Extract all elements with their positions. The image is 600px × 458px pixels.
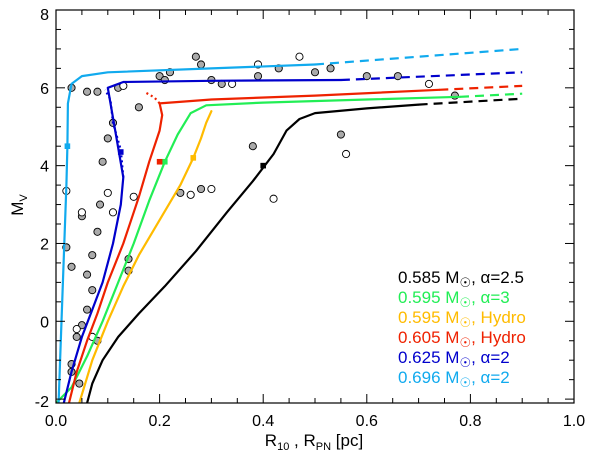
observed-pn-open [342,149,351,159]
observed-pn-filled [93,87,102,96]
legend-param-0595-a3: , α=3 [471,288,510,307]
series-0-solid [85,103,420,403]
y-tick-label: 2 [40,236,49,253]
y-axis-title: MV [8,194,30,216]
legend-entry-0605: 0.605 M☉, Hydro [398,328,526,350]
axis-tick-labels: 0.0 0.2 0.4 0.6 0.8 1.0 -2 0 2 4 6 8 [35,7,585,430]
legend-mass-0595-hydro: 0.595 M [398,308,459,327]
sun-symbol-icon: ☉ [459,275,471,290]
series-5-solid [57,63,317,403]
observed-pn-open [186,190,195,199]
legend-mass-0585: 0.585 M [398,268,459,287]
observed-pn-filled [88,251,97,260]
y-tick-label: 6 [40,81,49,98]
legend-mass-0625: 0.625 M [398,348,459,367]
sun-symbol-icon: ☉ [459,375,471,390]
track-markers [64,143,266,169]
legend-param-0605: , Hydro [471,328,526,347]
series-5-marker [64,143,71,149]
sun-symbol-icon: ☉ [459,335,471,350]
observed-pn-filled [134,103,143,112]
legend-mass-0696: 0.696 M [398,368,459,387]
x-tick-label: 0.6 [356,413,378,430]
observed-pn-filled [253,72,263,81]
observed-pn-filled [336,130,345,139]
observed-pn-filled [326,64,335,73]
observed-pn-filled [95,200,105,209]
y-tick-label: 4 [40,159,49,176]
series-2-solid [78,110,213,403]
series-1-solid [56,95,462,403]
observed-pn-filled [83,270,92,279]
y-tick-label: -2 [35,394,49,411]
series-0-marker [260,162,266,169]
legend-param-0595-hydro: , Hydro [471,308,526,327]
x-tick-label: 0.2 [148,413,170,430]
observed-pn-filled [248,142,257,151]
sun-symbol-icon: ☉ [459,295,471,310]
observed-pn-open [72,325,81,334]
legend-entry-0595-hydro: 0.595 M☉, Hydro [398,308,526,330]
series-3-dotted [143,90,161,105]
series-1-dashed [459,92,523,98]
observed-pn-open [207,184,216,194]
observed-pn-filled [83,87,92,96]
x-tick-label: 0.8 [459,413,481,430]
legend-mass-0595-a3: 0.595 M [398,288,459,307]
observed-pn-filled [362,72,371,81]
axis-ticks [55,9,575,403]
observed-pn-filled [88,286,97,295]
series-4-solid [62,78,342,403]
track-curves [56,47,523,403]
observed-pn-filled [191,52,200,61]
observed-pn-filled [196,60,206,69]
observed-pn-open [103,188,112,197]
observed-pn-filled [67,262,76,271]
observed-pn-filled [75,379,84,388]
observed-pn-open [77,208,86,217]
legend: 0.585 M☉, α=2.5 0.595 M☉, α=3 0.595 M☉, … [398,268,526,390]
observed-pn-filled [93,227,102,236]
observed-pn-open [295,52,304,61]
series-2-marker [190,155,197,161]
observed-pn-filled [310,68,320,77]
observed-pn-filled [72,332,81,341]
series-3-solid [67,88,441,403]
observed-pn-filled [103,134,112,143]
legend-param-0625: , α=2 [471,348,510,367]
series-4-marker [117,149,124,155]
series-4-dotted [104,89,125,178]
observed-pn-open [129,192,138,201]
legend-param-0696: , α=2 [471,368,510,387]
legend-entry-0585: 0.585 M☉, α=2.5 [398,268,524,290]
legend-entry-0625: 0.625 M☉, α=2 [398,348,510,370]
sun-symbol-icon: ☉ [459,355,471,370]
legend-param-0585: , α=2.5 [471,268,524,287]
legend-entry-0595-a3: 0.595 M☉, α=3 [398,288,510,310]
x-tick-label: 0.0 [45,413,67,430]
x-tick-label: 1.0 [563,413,585,430]
x-tick-label: 0.4 [252,413,274,430]
observed-pn-filled [393,72,402,81]
y-tick-label: 0 [40,314,49,331]
observed-pn-filled [83,305,92,314]
observed-pn-open [269,194,278,203]
legend-entry-0696: 0.696 M☉, α=2 [398,368,510,390]
observed-pn-filled [196,184,206,194]
series-3-marker [156,158,163,165]
x-axis-title: R10 , RPN [pc] [265,431,363,453]
sun-symbol-icon: ☉ [459,315,471,330]
y-tick-label: 8 [40,7,49,24]
series-5-dashed [314,47,523,66]
observed-pn-open [108,208,118,217]
observed-pn-open [424,79,434,88]
series-1-marker [161,158,168,165]
observed-pn-filled [450,91,459,100]
legend-mass-0605: 0.605 M [398,328,459,347]
series-4-dashed [340,71,523,82]
observed-pn-filled [98,157,107,166]
series-0-dashed [418,97,523,106]
